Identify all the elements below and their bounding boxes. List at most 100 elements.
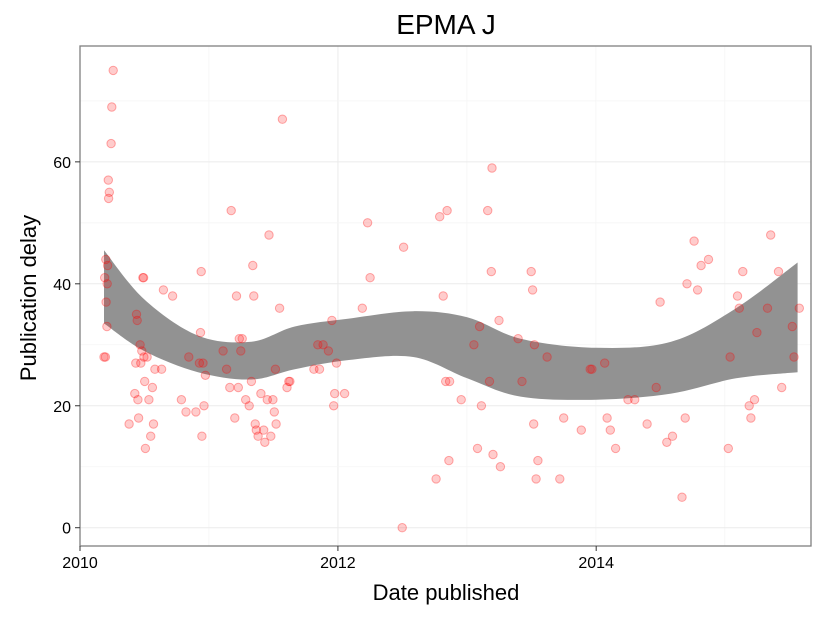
data-point [517, 376, 527, 387]
data-point [309, 364, 319, 374]
data-point [197, 431, 207, 441]
data-point [138, 273, 148, 283]
data-point [102, 260, 113, 271]
data-point [137, 346, 147, 356]
data-point [494, 315, 504, 326]
data-point [262, 395, 272, 405]
data-point [576, 425, 586, 435]
data-point [435, 212, 445, 222]
data-point [484, 376, 495, 387]
data-point [559, 413, 569, 423]
data-point [444, 455, 454, 466]
data-point [277, 114, 288, 124]
data-point [142, 352, 152, 362]
data-point [248, 260, 258, 271]
data-point [555, 474, 565, 484]
data-point [158, 285, 169, 295]
data-point [102, 279, 112, 289]
data-point [444, 376, 455, 387]
data-point [329, 401, 339, 411]
data-point [196, 266, 206, 277]
data-point [246, 376, 257, 387]
data-point [271, 419, 281, 429]
data-point [184, 352, 194, 362]
data-point [469, 340, 479, 350]
data-point [101, 297, 111, 307]
y-tick-label: 40 [53, 277, 71, 294]
data-point [762, 303, 773, 313]
data-point [124, 419, 134, 429]
data-point [102, 321, 112, 332]
data-point [587, 364, 597, 374]
data-point [148, 419, 159, 429]
data-point [486, 266, 496, 277]
data-point [542, 352, 552, 362]
data-point [682, 279, 692, 289]
data-point [260, 437, 270, 447]
data-point [703, 254, 714, 265]
data-point [104, 187, 115, 198]
data-point [623, 395, 633, 405]
data-point [527, 285, 538, 295]
data-point [362, 218, 373, 228]
data-point [680, 413, 690, 423]
data-point [103, 175, 114, 185]
data-point [692, 285, 703, 295]
data-point [133, 395, 143, 405]
data-point [318, 340, 328, 350]
data-point [231, 291, 242, 301]
data-point [600, 358, 610, 368]
data-point [156, 364, 167, 374]
data-point [438, 291, 448, 301]
data-point [585, 364, 595, 374]
data-point [107, 102, 117, 112]
x-tick-label: 2010 [62, 555, 98, 572]
data-point [270, 364, 281, 374]
data-point [140, 443, 151, 454]
data-point [282, 382, 292, 393]
data-point [237, 334, 247, 344]
data-point [144, 395, 154, 405]
data-point [221, 364, 232, 374]
data-point [526, 266, 536, 277]
data-point [135, 340, 145, 350]
data-points [99, 65, 804, 533]
data-point [167, 291, 178, 301]
data-point [253, 431, 263, 441]
data-point [487, 163, 497, 173]
data-point [529, 419, 539, 429]
data-point [662, 437, 672, 447]
data-point [513, 334, 523, 344]
data-point [251, 425, 261, 435]
data-point [472, 443, 483, 454]
data-point [181, 407, 191, 417]
data-point [101, 254, 111, 265]
data-point [103, 193, 114, 204]
data-point [734, 303, 744, 313]
data-point [442, 205, 452, 216]
data-point [234, 334, 245, 344]
data-point [266, 431, 276, 441]
confidence-band-area [104, 250, 798, 400]
data-point [752, 327, 762, 338]
data-point [226, 205, 236, 216]
data-point [249, 291, 259, 301]
data-point [630, 395, 640, 405]
data-point [787, 321, 797, 332]
data-point [218, 346, 228, 356]
data-point [225, 382, 235, 393]
data-point [200, 370, 211, 380]
data-point [773, 266, 784, 277]
data-point [488, 449, 498, 460]
y-tick-label: 0 [62, 521, 71, 538]
data-point [250, 419, 260, 429]
data-point [696, 260, 706, 271]
data-point [456, 395, 466, 405]
data-point [264, 230, 274, 240]
data-point [108, 65, 118, 76]
data-point [147, 382, 158, 393]
data-point [150, 364, 160, 374]
data-point [133, 413, 144, 423]
data-point [431, 474, 441, 484]
data-point [689, 236, 699, 246]
